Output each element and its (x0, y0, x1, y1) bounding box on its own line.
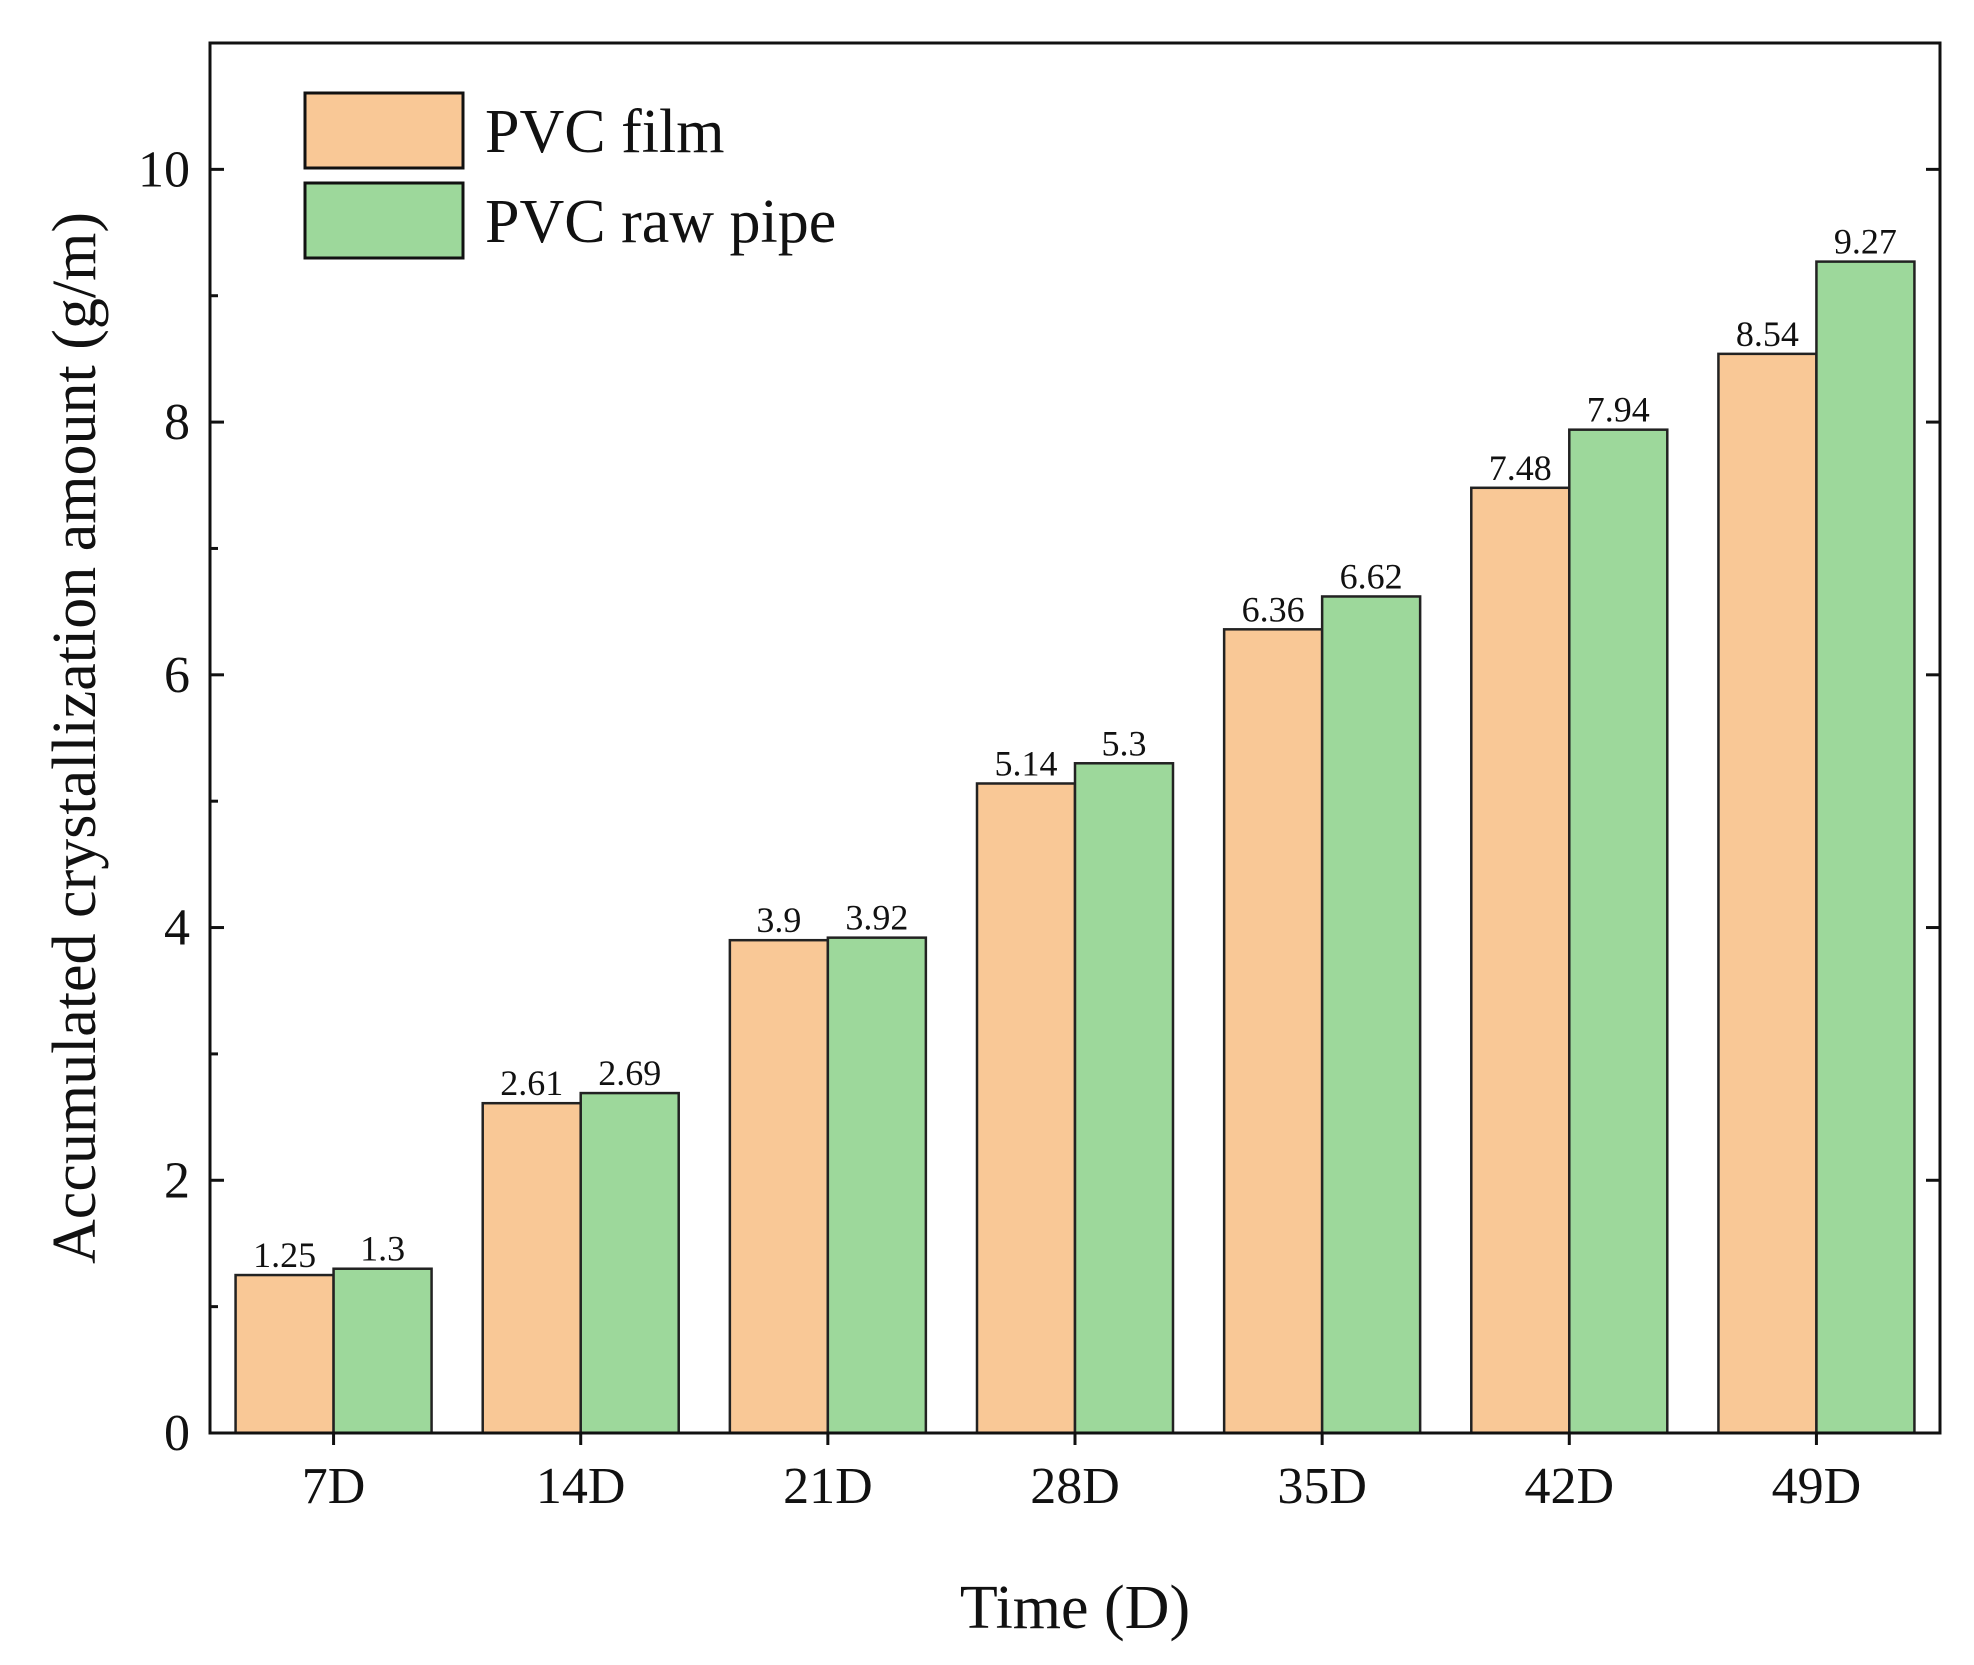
data-label: 7.94 (1587, 390, 1650, 430)
data-label: 1.3 (360, 1229, 405, 1269)
data-label: 3.9 (756, 900, 801, 940)
bar-pvc-raw-pipe-42d (1568, 428, 1669, 1435)
data-label: 3.92 (845, 898, 908, 938)
x-tick-label: 14D (536, 1458, 626, 1515)
bar-pvc-film-35d (1222, 628, 1324, 1435)
data-label: 2.61 (500, 1063, 563, 1103)
y-tick-label: 6 (164, 647, 190, 704)
data-label: 2.69 (598, 1053, 661, 1093)
data-label: 9.27 (1834, 222, 1897, 262)
bar-pvc-raw-pipe-14d (579, 1091, 680, 1435)
y-axis: 0 2 4 6 8 10 (138, 41, 1940, 1462)
legend-swatch-pvc-film (303, 91, 465, 170)
bar-pvc-raw-pipe-21d (826, 936, 928, 1435)
bar-pvc-film-49d (1717, 352, 1818, 1435)
x-tick-label: 49D (1772, 1458, 1862, 1515)
bar-pvc-film-21d (728, 938, 830, 1435)
data-label: 6.62 (1340, 556, 1403, 596)
y-tick-label: 0 (164, 1405, 190, 1462)
data-label: 6.36 (1242, 589, 1305, 629)
legend-swatch-pvc-raw-pipe (303, 181, 465, 260)
bars-layer (234, 260, 1916, 1435)
legend-label-pvc-film: PVC film (485, 98, 724, 166)
bar-pvc-raw-pipe-28d (1073, 762, 1175, 1435)
data-label: 1.25 (253, 1235, 316, 1275)
bar-pvc-raw-pipe-7d (332, 1267, 433, 1435)
data-labels-layer: 1.25 2.61 3.9 5.14 6.36 7.48 8.54 1.3 2.69 3.92 5.… (253, 222, 1897, 1275)
bar-pvc-raw-pipe-35d (1320, 595, 1422, 1435)
x-tick-label: 7D (302, 1458, 366, 1515)
y-tick-label: 8 (164, 394, 190, 451)
y-tick-label: 10 (138, 141, 190, 198)
bar-pvc-film-28d (975, 782, 1077, 1435)
bar-pvc-film-14d (481, 1101, 582, 1435)
y-tick-label: 4 (164, 900, 190, 957)
legend: PVC film PVC raw pipe (303, 91, 836, 260)
x-tick-label: 42D (1525, 1458, 1615, 1515)
x-axis: 7D 14D 21D 28D 35D 42D 49D (302, 1433, 1861, 1515)
y-axis-title: Accumulated crystallization amount (g/m) (41, 212, 109, 1264)
bar-pvc-film-7d (234, 1273, 335, 1435)
data-label: 5.3 (1102, 723, 1147, 763)
x-tick-label: 35D (1277, 1458, 1367, 1515)
bar-pvc-film-42d (1470, 486, 1571, 1435)
data-label: 5.14 (995, 743, 1058, 783)
y-tick-label: 2 (164, 1152, 190, 1209)
x-tick-label: 28D (1030, 1458, 1120, 1515)
bar-pvc-raw-pipe-49d (1815, 260, 1916, 1435)
data-label: 8.54 (1736, 314, 1799, 354)
x-tick-label: 21D (783, 1458, 873, 1515)
x-axis-title: Time (D) (960, 1574, 1190, 1642)
data-label: 7.48 (1489, 448, 1552, 488)
legend-label-pvc-raw-pipe: PVC raw pipe (485, 188, 836, 256)
